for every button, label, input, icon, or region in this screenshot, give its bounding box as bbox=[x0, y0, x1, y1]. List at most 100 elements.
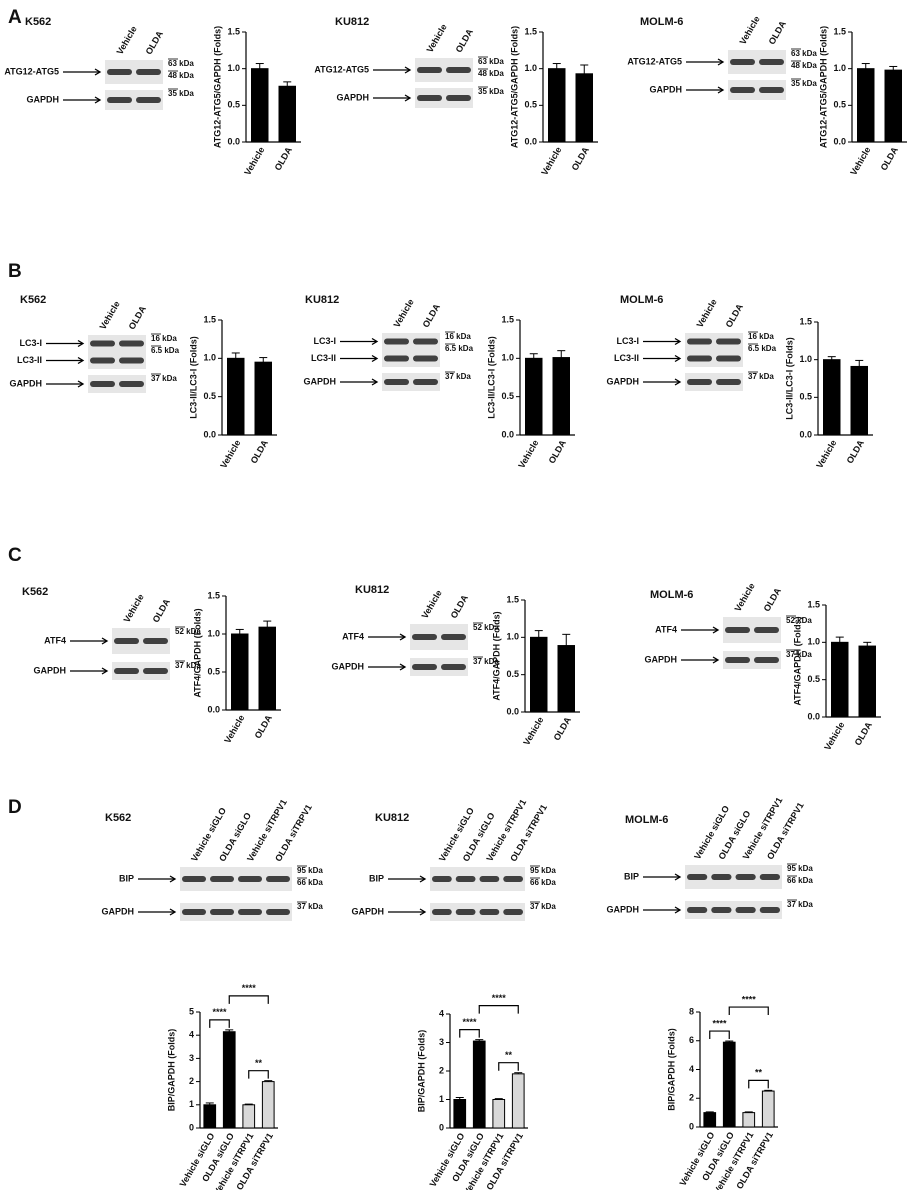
kda-marker: 52 kDa bbox=[473, 623, 499, 632]
significance-label: ** bbox=[255, 1058, 263, 1068]
significance-bracket bbox=[478, 1005, 519, 1014]
blot-band bbox=[182, 909, 206, 915]
row-arrow-head bbox=[169, 875, 177, 883]
blot-band bbox=[432, 909, 452, 915]
y-tick-label: 4 bbox=[439, 1008, 444, 1018]
y-tick-label: 0.0 bbox=[524, 136, 537, 146]
blot-band bbox=[90, 357, 115, 364]
kda-marker: 95 kDa bbox=[530, 866, 556, 875]
lane-label: OLDA bbox=[127, 304, 149, 332]
kda-marker: 63 kDa bbox=[168, 59, 194, 68]
blot-band bbox=[479, 876, 500, 882]
blot-background bbox=[685, 333, 743, 367]
y-tick-label: 0.5 bbox=[203, 391, 216, 401]
row-label: BIP bbox=[119, 873, 134, 883]
y-axis-label: LC3-II/LC3-I (Folds) bbox=[486, 336, 496, 419]
row-label: LC3-II bbox=[17, 355, 42, 365]
blot-band bbox=[759, 907, 780, 913]
row-label: GAPDH bbox=[331, 661, 364, 671]
blot-band bbox=[238, 876, 262, 882]
blot-background bbox=[180, 903, 292, 921]
x-tick-label: Vehicle bbox=[822, 720, 846, 752]
error-bar bbox=[889, 65, 898, 71]
bar bbox=[472, 1040, 486, 1129]
blot-band bbox=[725, 657, 750, 663]
blot-background bbox=[382, 373, 440, 391]
y-tick-label: 0.0 bbox=[227, 136, 240, 146]
x-tick-label: Vehicle bbox=[222, 713, 246, 745]
blot-band bbox=[210, 909, 234, 915]
kda-marker: 16 kDa bbox=[748, 332, 774, 341]
error-bar bbox=[725, 1040, 734, 1043]
row-label: ATG12-ATG5 bbox=[314, 64, 369, 74]
bar bbox=[831, 641, 849, 718]
kda-marker: 63 kDa bbox=[791, 49, 817, 58]
blot-band bbox=[412, 664, 437, 670]
y-tick-label: 1 bbox=[439, 1094, 444, 1104]
y-tick-label: 0.5 bbox=[207, 666, 220, 676]
cell-line-title: K562 bbox=[105, 812, 131, 824]
y-axis-label: BIP/GAPDH (Folds) bbox=[416, 1030, 426, 1113]
blot-band bbox=[417, 95, 442, 101]
row-arrow-head bbox=[371, 337, 379, 346]
panel-letter: D bbox=[8, 797, 22, 818]
blot-band bbox=[210, 876, 234, 882]
blot-band bbox=[114, 668, 139, 674]
x-tick-label: OLDA bbox=[273, 145, 295, 173]
kda-marker: 37 kDa bbox=[297, 902, 323, 911]
y-tick-label: 3 bbox=[189, 1053, 194, 1063]
blot-band bbox=[759, 874, 780, 880]
error-bar bbox=[255, 63, 264, 69]
bar bbox=[557, 645, 575, 713]
error-bar bbox=[562, 633, 571, 646]
kda-marker: 37 kDa bbox=[175, 661, 201, 670]
row-label: BIP bbox=[624, 871, 639, 881]
bar bbox=[261, 1081, 275, 1129]
blot-band bbox=[754, 657, 779, 663]
row-label: GAPDH bbox=[33, 665, 66, 675]
y-tick-label: 3 bbox=[439, 1037, 444, 1047]
row-arrow-head bbox=[404, 94, 412, 102]
y-tick-label: 1.0 bbox=[807, 637, 820, 647]
x-tick-label: OLDA bbox=[253, 713, 275, 741]
blot-band bbox=[759, 87, 784, 93]
bar bbox=[722, 1041, 736, 1128]
row-arrow-head bbox=[674, 873, 682, 881]
y-tick-label: 1 bbox=[189, 1099, 194, 1109]
error-bar bbox=[705, 1111, 714, 1113]
y-axis-label: ATG12-ATG5/GAPDH (Folds) bbox=[212, 26, 222, 148]
blot-band bbox=[730, 59, 755, 65]
error-bar bbox=[744, 1111, 753, 1113]
panel-letter: A bbox=[8, 7, 22, 28]
panel-letter: C bbox=[8, 545, 22, 566]
y-tick-label: 4 bbox=[189, 1030, 194, 1040]
blot-band bbox=[687, 338, 712, 345]
bar bbox=[242, 1104, 256, 1129]
blot-band bbox=[687, 355, 712, 362]
blot-band bbox=[413, 338, 438, 345]
significance-bracket bbox=[709, 1030, 730, 1040]
y-axis-label: ATG12-ATG5/GAPDH (Folds) bbox=[509, 26, 519, 148]
blot-background bbox=[88, 335, 146, 369]
kda-marker: 16 kDa bbox=[445, 332, 471, 341]
error-bar bbox=[514, 1072, 523, 1074]
row-arrow-head bbox=[717, 58, 725, 66]
error-bar bbox=[455, 1097, 464, 1100]
kda-marker: 48 kDa bbox=[168, 71, 194, 80]
row-label: GAPDH bbox=[303, 376, 336, 386]
row-arrow-head bbox=[399, 663, 407, 671]
blot-background bbox=[685, 901, 782, 919]
x-tick-label: Vehicle bbox=[848, 145, 872, 177]
lane-label: Vehicle bbox=[695, 297, 719, 329]
error-bar bbox=[235, 628, 244, 634]
row-label: ATF4 bbox=[655, 624, 677, 634]
blot-band bbox=[182, 876, 206, 882]
error-bar bbox=[861, 63, 870, 69]
kda-marker: 35 kDa bbox=[168, 89, 194, 98]
kda-marker: 37 kDa bbox=[445, 372, 471, 381]
blot-band bbox=[441, 664, 466, 670]
y-tick-label: 0 bbox=[439, 1122, 444, 1132]
row-arrow-head bbox=[712, 656, 720, 664]
blot-band bbox=[384, 355, 409, 362]
